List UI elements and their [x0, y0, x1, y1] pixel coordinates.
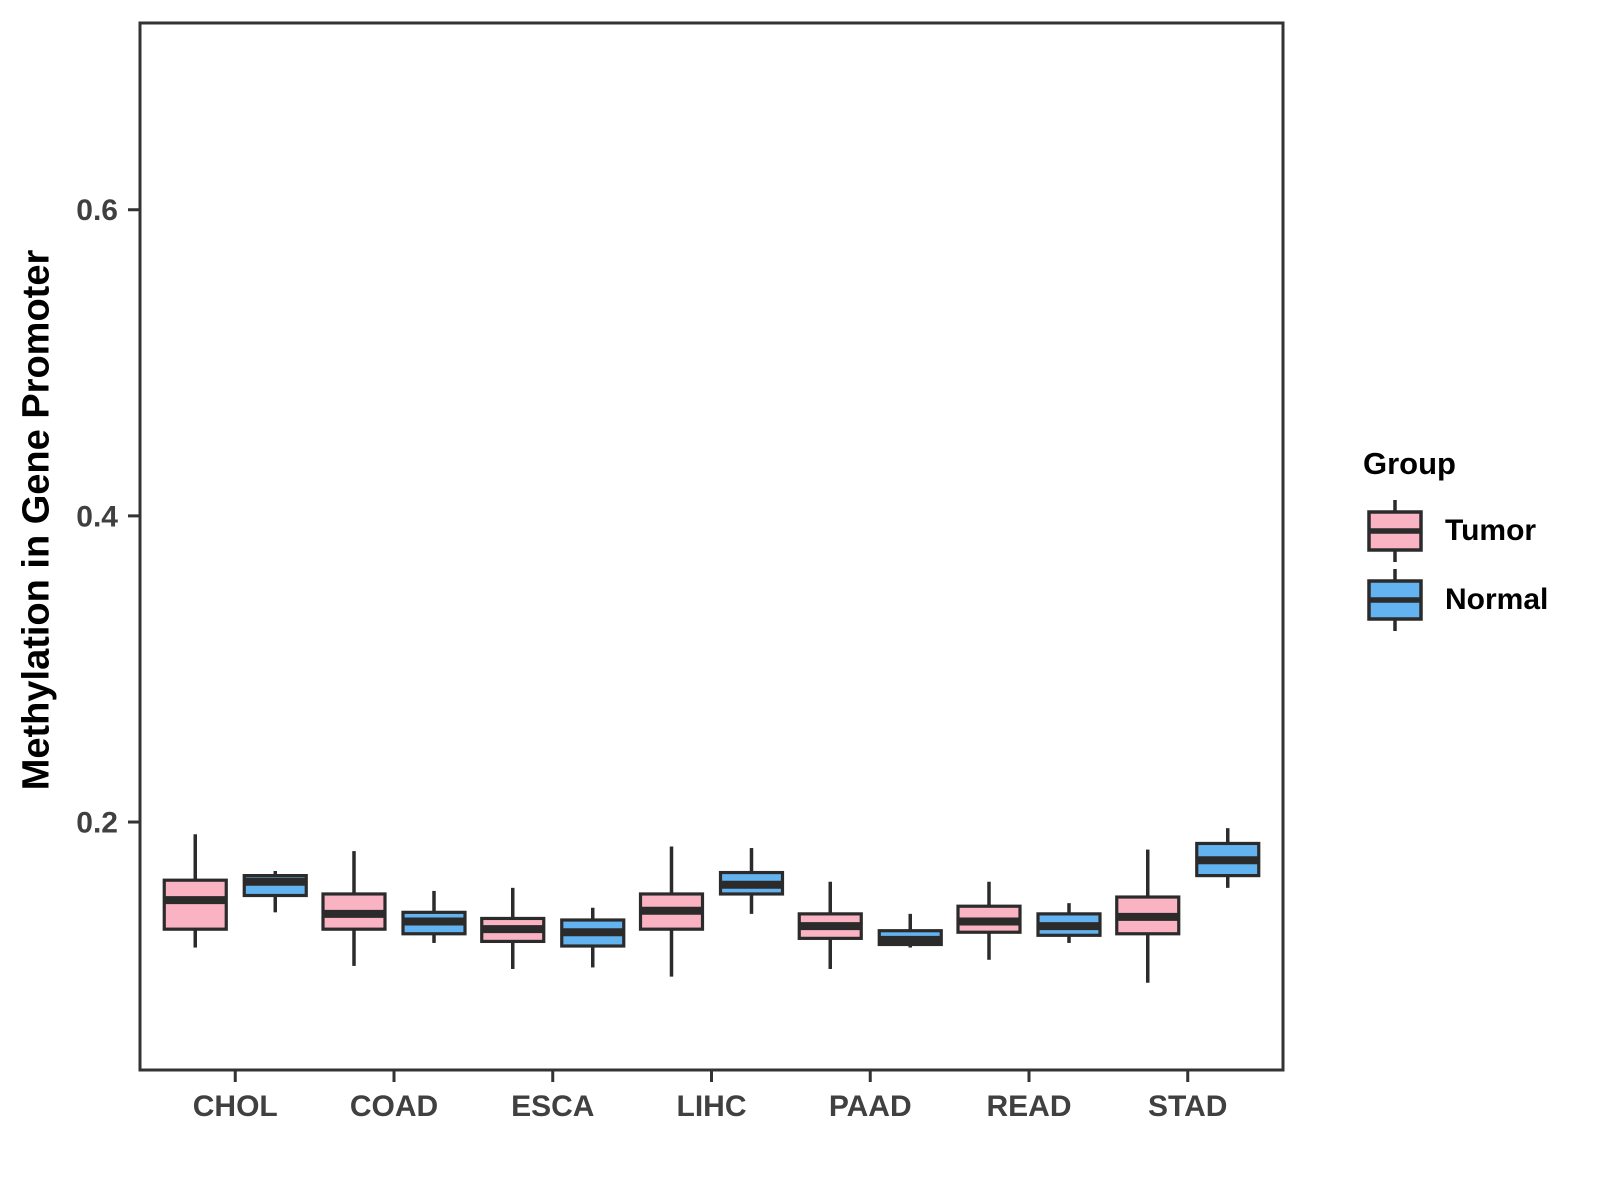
panel-border — [138, 21, 1285, 1072]
legend-label-tumor: Tumor — [1445, 514, 1537, 547]
y-axis-title: Methylation in Gene Promoter — [15, 249, 58, 791]
panel-background — [140, 23, 1283, 1070]
tumor-boxplot-glyph-icon — [1367, 500, 1423, 562]
y-axis-tick-label: 0.4 — [76, 500, 118, 533]
legend-entry-tumor: Tumor — [1340, 499, 1548, 563]
legend-label-normal: Normal — [1445, 583, 1549, 616]
box-tumor-chol — [162, 878, 228, 931]
x-axis-tick-label: PAAD — [829, 1090, 912, 1123]
x-axis-tick-label: STAD — [1148, 1090, 1227, 1123]
y-axis-tick-label: 0.2 — [76, 807, 118, 840]
y-axis-tick-label: 0.6 — [76, 194, 118, 227]
legend-title: Group — [1363, 446, 1456, 481]
normal-boxplot-glyph-icon — [1367, 569, 1423, 631]
x-axis-tick-label: READ — [986, 1090, 1071, 1123]
x-axis-tick-label: COAD — [350, 1090, 438, 1123]
x-axis-tick-label: ESCA — [511, 1090, 594, 1123]
legend: Group Tumor Normal — [1340, 446, 1548, 632]
legend-entry-normal: Normal — [1340, 568, 1548, 632]
x-axis-tick-label: LIHC — [677, 1090, 747, 1123]
x-axis-tick-label: CHOL — [193, 1090, 278, 1123]
